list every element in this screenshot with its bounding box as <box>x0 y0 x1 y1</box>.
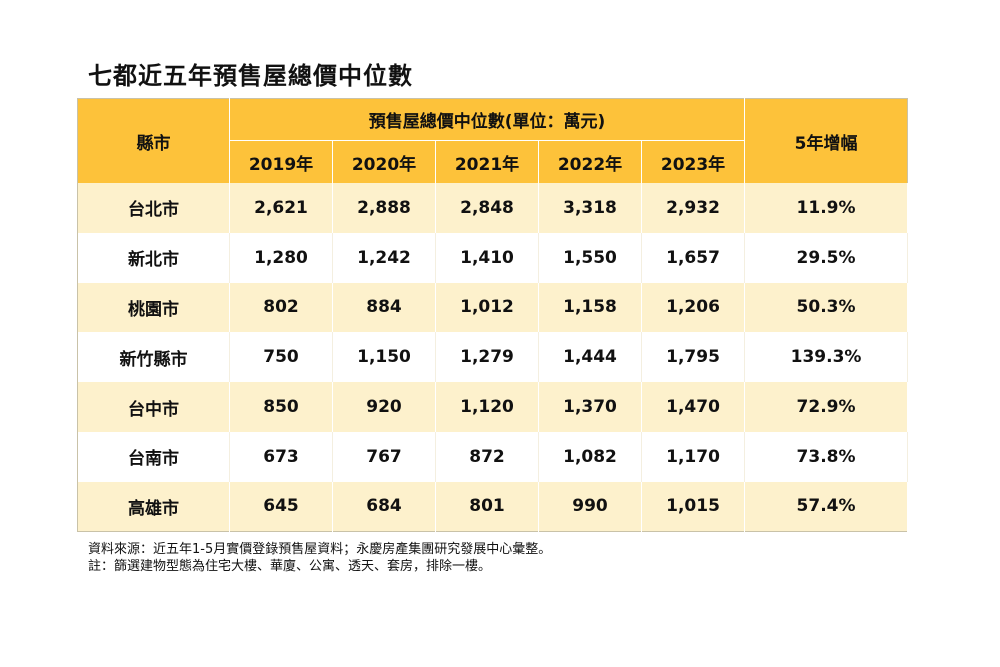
cell-city: 高雄市 <box>77 481 230 532</box>
header-year: 2023年 <box>641 140 746 183</box>
cell-price: 2,932 <box>641 183 746 233</box>
cell-growth: 11.9% <box>744 183 909 233</box>
cell-price: 801 <box>435 481 539 532</box>
cell-city: 台北市 <box>77 183 230 233</box>
cell-city: 桃園市 <box>77 282 230 333</box>
cell-price: 2,621 <box>229 183 333 233</box>
cell-price: 1,410 <box>435 232 539 283</box>
cell-growth: 29.5% <box>744 232 909 283</box>
cell-price: 1,206 <box>641 282 746 333</box>
cell-price: 872 <box>435 431 539 482</box>
header-growth: 5年增幅 <box>744 98 908 183</box>
cell-price: 1,015 <box>641 481 746 532</box>
filter-note: 註：篩選建物型態為住宅大樓、華廈、公寓、透天、套房，排除一樓。 <box>88 559 492 574</box>
cell-price: 802 <box>229 282 333 333</box>
page-title: 七都近五年預售屋總價中位數 <box>88 62 413 90</box>
cell-city: 台南市 <box>77 431 230 482</box>
header-price-group: 預售屋總價中位數(單位：萬元) <box>229 98 746 141</box>
cell-price: 1,280 <box>229 232 333 283</box>
cell-price: 1,120 <box>435 382 539 432</box>
table-row: 高雄市 645 684 801 990 1,015 57.4% <box>77 481 909 532</box>
cell-price: 3,318 <box>538 183 642 233</box>
cell-price: 920 <box>332 382 436 432</box>
header-year: 2021年 <box>435 140 539 183</box>
cell-price: 1,242 <box>332 232 436 283</box>
cell-price: 850 <box>229 382 333 432</box>
header-row-years: 2019年 2020年 2021年 2022年 2023年 <box>78 140 908 183</box>
table-row: 桃園市 802 884 1,012 1,158 1,206 50.3% <box>77 282 909 333</box>
header-year: 2019年 <box>229 140 333 183</box>
cell-growth: 73.8% <box>744 431 909 482</box>
cell-price: 673 <box>229 431 333 482</box>
price-table: 縣市 預售屋總價中位數(單位：萬元) 5年增幅 2019年 2020年 2021… <box>77 98 909 532</box>
cell-price: 1,444 <box>538 332 642 383</box>
cell-growth: 72.9% <box>744 382 909 432</box>
cell-price: 684 <box>332 481 436 532</box>
cell-price: 1,158 <box>538 282 642 333</box>
cell-price: 2,848 <box>435 183 539 233</box>
header-city: 縣市 <box>77 98 230 183</box>
cell-price: 645 <box>229 481 333 532</box>
cell-city: 新北市 <box>77 232 230 283</box>
cell-city: 新竹縣市 <box>77 332 230 383</box>
cell-price: 1,012 <box>435 282 539 333</box>
footnotes: 資料來源：近五年1-5月實價登錄預售屋資料；永慶房產集團研究發展中心彙整。 註：… <box>88 541 551 575</box>
cell-price: 767 <box>332 431 436 482</box>
cell-price: 1,279 <box>435 332 539 383</box>
cell-price: 1,657 <box>641 232 746 283</box>
cell-price: 884 <box>332 282 436 333</box>
cell-price: 1,470 <box>641 382 746 432</box>
cell-price: 750 <box>229 332 333 383</box>
cell-growth: 139.3% <box>744 332 909 383</box>
cell-price: 1,550 <box>538 232 642 283</box>
cell-city: 台中市 <box>77 382 230 432</box>
cell-growth: 57.4% <box>744 481 909 532</box>
cell-growth: 50.3% <box>744 282 909 333</box>
cell-price: 1,795 <box>641 332 746 383</box>
table-row: 台中市 850 920 1,120 1,370 1,470 72.9% <box>77 382 909 432</box>
price-table-container: 縣市 預售屋總價中位數(單位：萬元) 5年增幅 2019年 2020年 2021… <box>77 98 909 532</box>
cell-price: 1,150 <box>332 332 436 383</box>
cell-price: 1,082 <box>538 431 642 482</box>
cell-price: 1,370 <box>538 382 642 432</box>
header-year: 2022年 <box>538 140 642 183</box>
table-row: 台北市 2,621 2,888 2,848 3,318 2,932 11.9% <box>77 183 909 233</box>
source-note: 資料來源：近五年1-5月實價登錄預售屋資料；永慶房產集團研究發展中心彙整。 <box>88 542 552 557</box>
header-year: 2020年 <box>332 140 436 183</box>
cell-price: 2,888 <box>332 183 436 233</box>
cell-price: 990 <box>538 481 642 532</box>
table-row: 新竹縣市 750 1,150 1,279 1,444 1,795 139.3% <box>77 332 909 383</box>
table-body: 台北市 2,621 2,888 2,848 3,318 2,932 11.9% 新北市 1,28… <box>77 183 909 532</box>
table-row: 台南市 673 767 872 1,082 1,170 73.8% <box>77 431 909 482</box>
header-row-group: 縣市 預售屋總價中位數(單位：萬元) 5年增幅 <box>77 98 908 183</box>
table-row: 新北市 1,280 1,242 1,410 1,550 1,657 29.5% <box>77 232 909 283</box>
cell-price: 1,170 <box>641 431 746 482</box>
